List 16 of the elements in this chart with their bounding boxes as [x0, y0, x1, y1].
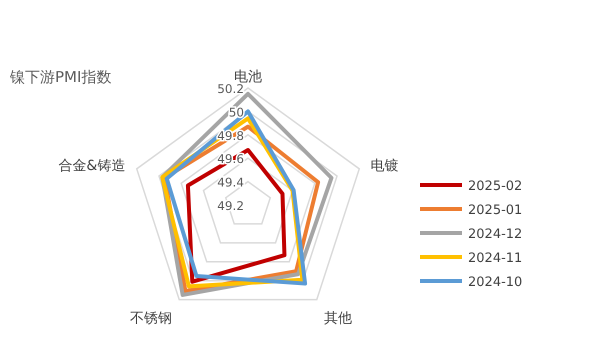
- y-tick-label: 50.2: [217, 82, 244, 96]
- y-tick-label: 49.4: [217, 176, 244, 190]
- spoke-label: 电池: [234, 69, 262, 85]
- chart-title: 镍下游PMI指数: [9, 68, 112, 86]
- spoke-label: 合金&铸造: [58, 158, 126, 174]
- y-tick-label: 49.8: [217, 128, 244, 143]
- legend-label: 2024-12: [468, 227, 522, 242]
- y-tick-label: 50: [228, 105, 244, 120]
- y-tick-label: 49.2: [217, 199, 244, 213]
- spoke-label: 电镀: [370, 158, 399, 174]
- spoke-label: 其他: [324, 310, 352, 326]
- legend-label: 2024-11: [468, 251, 522, 266]
- legend-label: 2025-01: [468, 203, 522, 218]
- legend-label: 2024-10: [468, 275, 522, 290]
- legend-label: 2025-02: [468, 179, 522, 194]
- spoke-label: 不锈钢: [130, 310, 172, 326]
